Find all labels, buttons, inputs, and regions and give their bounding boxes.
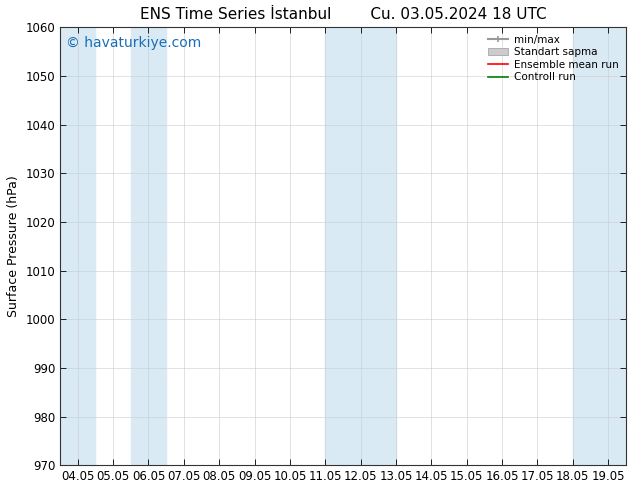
Bar: [325, 27, 396, 465]
Bar: [60, 27, 96, 465]
Y-axis label: Surface Pressure (hPa): Surface Pressure (hPa): [7, 175, 20, 317]
Legend: min/max, Standart sapma, Ensemble mean run, Controll run: min/max, Standart sapma, Ensemble mean r…: [486, 32, 621, 84]
Bar: [131, 27, 166, 465]
Title: ENS Time Series İstanbul        Cu. 03.05.2024 18 UTC: ENS Time Series İstanbul Cu. 03.05.2024 …: [139, 7, 547, 22]
Bar: [573, 27, 626, 465]
Text: © havaturkiye.com: © havaturkiye.com: [66, 36, 201, 50]
